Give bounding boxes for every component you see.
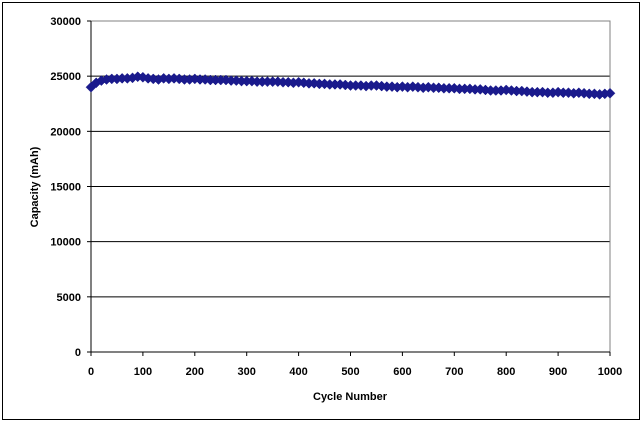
x-tick-label: 400 [289,366,307,378]
y-tick-label: 15000 [50,182,81,194]
x-tick-label: 0 [88,366,94,378]
x-tick-label: 700 [445,366,463,378]
x-tick-label: 900 [549,366,567,378]
y-tick-label: 0 [75,347,81,359]
y-tick-label: 10000 [50,237,81,249]
x-tick-label: 1000 [598,366,622,378]
axes: 0 5000 10000 15000 20000 25000 30000 0 100 200 300… [50,16,622,378]
x-tick-label: 300 [238,366,256,378]
gridlines [91,20,610,298]
x-axis-title: Cycle Number [313,391,388,403]
y-tick-label: 25000 [50,71,81,83]
x-tick-label: 600 [393,366,411,378]
data-markers [85,71,616,100]
x-tick-label: 200 [186,366,204,378]
y-tick-label: 5000 [57,292,81,304]
y-tick-label: 20000 [50,126,81,138]
x-tick-label: 500 [341,366,359,378]
data-point [604,87,616,99]
x-tick-label: 800 [497,366,515,378]
y-axis-title: Capacity (mAh) [29,146,41,227]
y-tick-label: 30000 [50,16,81,28]
chart-frame [2,2,640,420]
x-tick-label: 100 [134,366,152,378]
